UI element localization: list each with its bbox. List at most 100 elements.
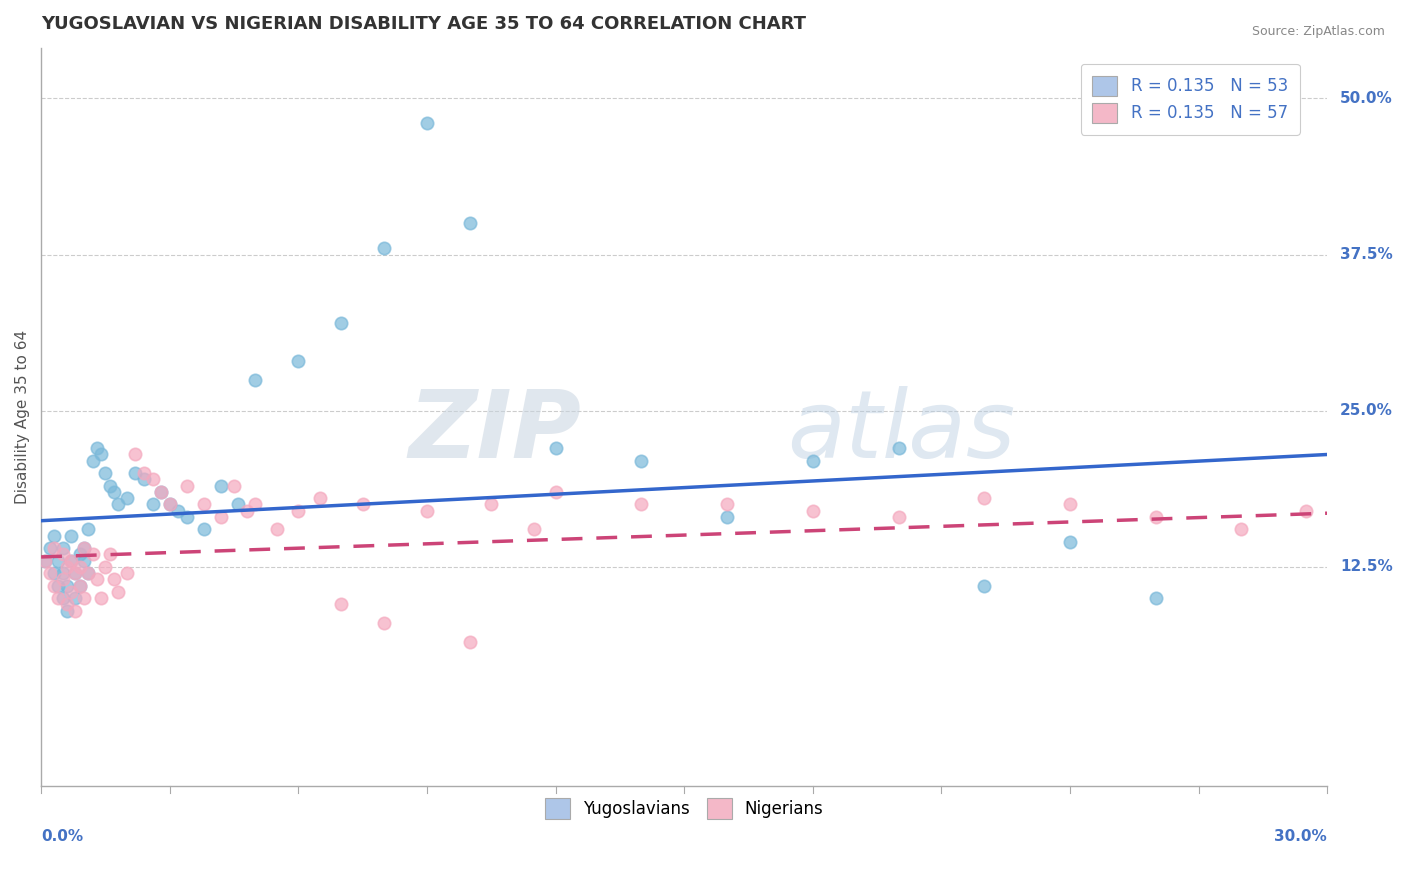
Point <box>1230 523 1253 537</box>
Point <box>69 560 91 574</box>
Point <box>373 616 395 631</box>
Point <box>716 510 738 524</box>
Point <box>107 585 129 599</box>
Point <box>60 585 83 599</box>
Point <box>630 454 652 468</box>
Point <box>77 566 100 581</box>
Point <box>73 541 96 556</box>
Point <box>60 554 83 568</box>
Point <box>150 485 173 500</box>
Point <box>115 491 138 506</box>
Point <box>46 591 69 606</box>
Point <box>107 498 129 512</box>
Point <box>132 467 155 481</box>
Point <box>245 498 267 512</box>
Point <box>973 491 995 506</box>
Point <box>159 498 181 512</box>
Point <box>287 353 309 368</box>
Point <box>287 504 309 518</box>
Point <box>1144 591 1167 606</box>
Point <box>56 579 79 593</box>
Point <box>94 560 117 574</box>
Point <box>150 485 173 500</box>
Point <box>1059 498 1081 512</box>
Point <box>209 510 232 524</box>
Point <box>38 566 60 581</box>
Point <box>46 554 69 568</box>
Point <box>94 467 117 481</box>
Point <box>330 598 353 612</box>
Point <box>51 591 73 606</box>
Point <box>124 448 146 462</box>
Point <box>90 448 112 462</box>
Point <box>34 554 56 568</box>
Point <box>103 573 125 587</box>
Point <box>77 523 100 537</box>
Point <box>245 372 267 386</box>
Point <box>60 554 83 568</box>
Point <box>69 579 91 593</box>
Point <box>86 442 108 456</box>
Point <box>373 241 395 255</box>
Text: 25.0%: 25.0% <box>1340 403 1393 418</box>
Point <box>193 498 215 512</box>
Point <box>42 529 65 543</box>
Text: ZIP: ZIP <box>408 385 581 478</box>
Point <box>352 498 374 512</box>
Point <box>51 541 73 556</box>
Point <box>69 548 91 562</box>
Point <box>630 498 652 512</box>
Point <box>73 541 96 556</box>
Point <box>266 523 288 537</box>
Point <box>98 479 121 493</box>
Point <box>142 473 165 487</box>
Text: atlas: atlas <box>787 386 1015 477</box>
Point <box>416 504 439 518</box>
Point <box>308 491 330 506</box>
Point <box>65 591 87 606</box>
Point <box>65 566 87 581</box>
Point <box>46 579 69 593</box>
Text: YUGOSLAVIAN VS NIGERIAN DISABILITY AGE 35 TO 64 CORRELATION CHART: YUGOSLAVIAN VS NIGERIAN DISABILITY AGE 3… <box>41 15 806 33</box>
Point <box>56 598 79 612</box>
Point <box>1059 535 1081 549</box>
Point <box>51 573 73 587</box>
Text: 37.5%: 37.5% <box>1340 247 1393 262</box>
Point <box>142 498 165 512</box>
Point <box>77 566 100 581</box>
Point <box>801 454 824 468</box>
Point <box>132 473 155 487</box>
Point <box>90 591 112 606</box>
Point <box>236 504 259 518</box>
Point <box>330 316 353 330</box>
Point <box>56 604 79 618</box>
Point <box>176 479 198 493</box>
Point <box>801 504 824 518</box>
Point <box>51 566 73 581</box>
Point <box>209 479 232 493</box>
Point <box>56 560 79 574</box>
Point <box>82 548 104 562</box>
Point <box>176 510 198 524</box>
Legend: Yugoslavians, Nigerians: Yugoslavians, Nigerians <box>533 787 835 830</box>
Point <box>42 579 65 593</box>
Point <box>887 442 910 456</box>
Point <box>716 498 738 512</box>
Point <box>115 566 138 581</box>
Point <box>124 467 146 481</box>
Point <box>82 454 104 468</box>
Point <box>523 523 546 537</box>
Point <box>73 591 96 606</box>
Point <box>98 548 121 562</box>
Point <box>416 116 439 130</box>
Point <box>51 548 73 562</box>
Point <box>222 479 245 493</box>
Point <box>458 635 481 649</box>
Text: 12.5%: 12.5% <box>1340 559 1393 574</box>
Point <box>73 554 96 568</box>
Point <box>479 498 502 512</box>
Point <box>65 604 87 618</box>
Point <box>167 504 190 518</box>
Point <box>226 498 249 512</box>
Point <box>69 579 91 593</box>
